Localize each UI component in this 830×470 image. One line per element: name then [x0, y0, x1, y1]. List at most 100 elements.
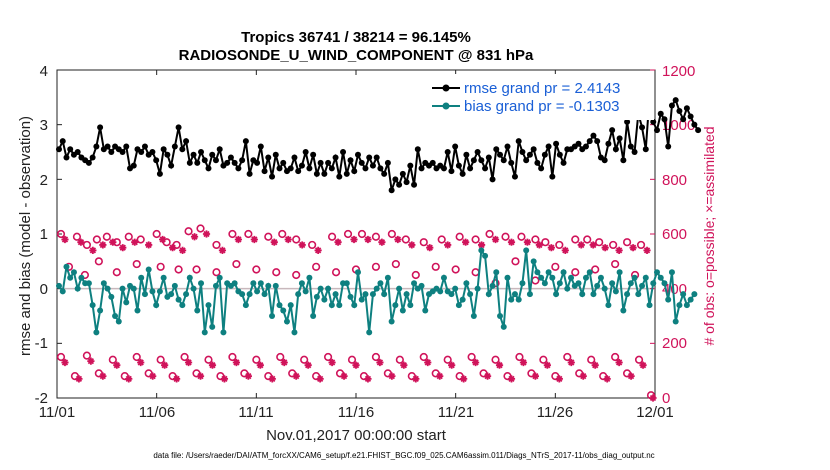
rmse-point: [650, 118, 657, 125]
bias-point: [459, 296, 466, 303]
bias-point: [220, 329, 227, 336]
bias-point: [369, 291, 376, 298]
bias-point: [63, 263, 70, 270]
bias-point: [134, 307, 141, 314]
rmse-point: [627, 143, 634, 150]
bias-point: [474, 285, 481, 292]
obs-possible-point: [501, 232, 510, 241]
obs-assimilated-point: [89, 246, 97, 254]
rmse-point: [310, 151, 317, 158]
obs-assimilated-point: [424, 358, 432, 367]
rmse-point: [538, 165, 545, 172]
obs-assimilated-point: [579, 372, 587, 380]
bias-point: [657, 274, 664, 281]
bias-point: [530, 258, 537, 265]
obs-possible-point: [455, 232, 464, 241]
obs-possible-point: [204, 355, 213, 364]
bias-point: [575, 280, 582, 287]
rmse-point: [321, 170, 328, 177]
obs-assimilated-point: [137, 358, 145, 367]
bias-point: [467, 291, 474, 298]
bias-point: [620, 307, 627, 314]
obs-possible-point: [82, 351, 91, 360]
obs-possible-point: [437, 235, 446, 244]
rmse-point: [452, 143, 459, 150]
y-right-tick-label: 0: [662, 390, 670, 407]
obs-possible-point: [276, 352, 285, 362]
rmse-point: [246, 170, 253, 177]
rmse-point: [198, 149, 205, 155]
obs-possible-point: [300, 355, 309, 364]
bias-point: [627, 280, 634, 287]
obs-possible-point: [327, 232, 337, 241]
bias-point: [119, 285, 126, 292]
rmse-point: [306, 165, 313, 172]
bias-point: [70, 269, 77, 276]
obs-assimilated-point: [99, 372, 107, 380]
obs-possible-point: [443, 355, 452, 364]
rmse-point: [594, 138, 601, 145]
bias-point: [130, 285, 137, 292]
bias-point: [687, 296, 694, 303]
obs-possible-point: [485, 229, 494, 239]
rmse-point: [407, 162, 414, 169]
obs-assimilated-point: [109, 238, 117, 246]
obs-assimilated-point: [561, 246, 569, 254]
bias-point: [97, 307, 104, 314]
obs-possible-point: [132, 352, 141, 362]
obs-assimilated-point: [448, 361, 456, 369]
x-axis-ticks: 11/01 11/06 11/11 11/16 11/21 11/26 12/0…: [39, 404, 674, 421]
obs-assimilated-point: [220, 375, 229, 383]
obs-possible-point: [391, 259, 400, 269]
bias-point: [138, 274, 145, 281]
rmse-point: [130, 162, 137, 169]
obs-possible-point: [72, 232, 82, 241]
rmse-point: [119, 149, 126, 155]
series-obs-assimilated-upper-: [61, 230, 651, 254]
rmse-point: [235, 165, 242, 172]
legend-bias-marker: [442, 102, 450, 110]
bias-point: [149, 288, 156, 295]
bias-point: [519, 280, 526, 287]
bias-point: [515, 296, 522, 303]
rmse-point: [541, 151, 548, 158]
bias-point: [201, 329, 208, 336]
obs-possible-point: [491, 355, 500, 364]
bias-point: [672, 318, 679, 325]
obs-assimilated-point: [352, 361, 360, 369]
obs-possible-point: [611, 352, 620, 362]
obs-possible-point: [511, 257, 520, 266]
bias-point: [635, 291, 642, 298]
rmse-point: [175, 124, 182, 131]
obs-assimilated-point: [495, 361, 504, 369]
bias-point: [257, 280, 264, 287]
rmse-point: [328, 165, 335, 172]
series-obs-assimilated-lower-: [61, 357, 657, 402]
bias-point: [676, 302, 683, 309]
rmse-point: [123, 143, 130, 150]
bias-point: [590, 291, 597, 298]
bias-point: [665, 296, 672, 303]
rmse-point: [448, 168, 455, 175]
obs-possible-point: [411, 270, 420, 280]
bias-point: [646, 302, 653, 309]
bias-point: [160, 274, 167, 281]
chart-subtitle: RADIOSONDE_U_WIND_COMPONENT @ 831 hPa: [179, 47, 534, 64]
obs-possible-point: [252, 355, 261, 364]
bias-point: [396, 285, 403, 292]
obs-possible-point: [82, 240, 91, 250]
x-tick-label: 11/11: [238, 404, 273, 421]
rmse-point: [418, 165, 425, 172]
obs-possible-point: [634, 355, 644, 364]
obs-assimilated-point: [483, 372, 492, 380]
rmse-point: [156, 170, 163, 177]
bias-point: [366, 329, 373, 336]
rmse-point: [298, 162, 305, 169]
rmse-point: [239, 157, 246, 164]
obs-possible-point: [136, 235, 145, 244]
bias-point: [325, 285, 332, 292]
rmse-point: [549, 173, 556, 180]
bias-point: [269, 313, 276, 319]
rmse-point: [680, 116, 687, 123]
x-tick-label: 11/16: [338, 404, 374, 421]
